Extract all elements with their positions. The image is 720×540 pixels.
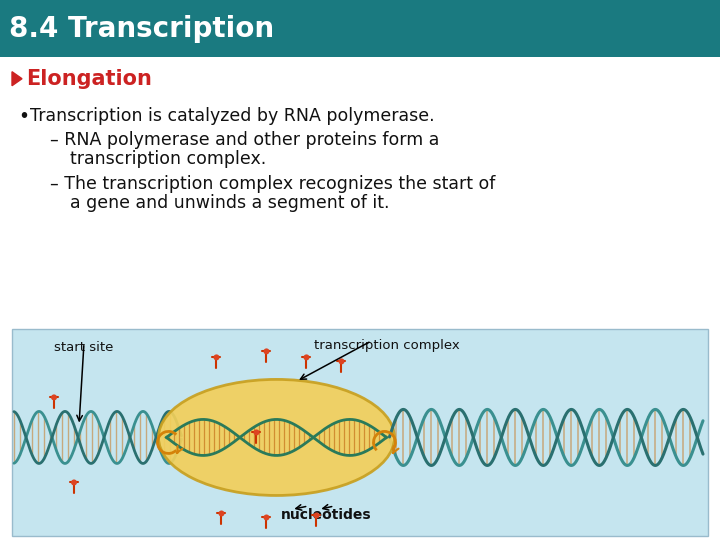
Text: 8.4 Transcription: 8.4 Transcription [9,16,274,44]
Polygon shape [12,72,22,86]
Circle shape [304,354,310,360]
Text: – The transcription complex recognizes the start of: – The transcription complex recognizes t… [50,175,495,193]
Circle shape [71,480,77,485]
Circle shape [313,512,320,518]
Circle shape [264,515,269,521]
Ellipse shape [158,380,395,496]
Text: •: • [18,107,29,126]
Text: start site: start site [54,341,114,354]
Circle shape [264,348,269,354]
Text: nucleotides: nucleotides [282,508,372,522]
Text: a gene and unwinds a segment of it.: a gene and unwinds a segment of it. [70,194,390,212]
Circle shape [218,510,225,516]
Circle shape [338,359,344,364]
Text: transcription complex.: transcription complex. [70,150,266,168]
Text: – RNA polymerase and other proteins form a: – RNA polymerase and other proteins form… [50,131,439,149]
Text: Transcription is catalyzed by RNA polymerase.: Transcription is catalyzed by RNA polyme… [30,107,435,125]
Text: transcription complex: transcription complex [314,339,459,352]
Circle shape [214,354,220,360]
FancyBboxPatch shape [12,329,708,536]
Circle shape [51,394,57,401]
Circle shape [253,429,259,435]
Text: Elongation: Elongation [26,69,152,89]
